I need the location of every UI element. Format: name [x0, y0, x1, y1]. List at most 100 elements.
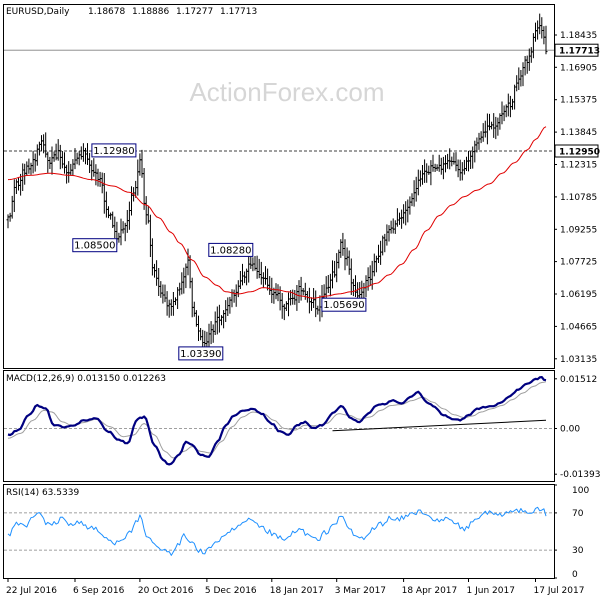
ohlc-bar [485, 113, 489, 145]
price-tick-label: 1.09255 [560, 225, 597, 235]
price-pane-frame [3, 4, 555, 369]
ohlc-bar [427, 165, 431, 175]
ohlc-bar [157, 268, 161, 296]
ohlc-bar [416, 169, 420, 196]
ohlc-bar [228, 296, 232, 314]
ohlc-bar [490, 121, 494, 130]
price-pane: ActionForex.com 1.12980 1.08500 1.03390 1.0… [3, 4, 600, 369]
price-tick-label: 1.17713 [559, 47, 600, 57]
rsi-tick-label: 0 [572, 570, 578, 580]
ohlc-bar [29, 162, 33, 175]
ohlc-bar [155, 260, 159, 286]
ohlc-bar [513, 84, 517, 110]
date-tick-label: 6 Sep 2016 [73, 586, 125, 596]
price-tick-label: 1.13845 [560, 128, 597, 138]
ohlc-bar [119, 218, 123, 246]
ohlc-bar [12, 179, 16, 212]
ohlc-bar [33, 153, 37, 172]
ohlc-bar [276, 284, 280, 302]
ohlc-bar [542, 26, 546, 45]
macd-tick-label: 0.00 [560, 424, 580, 434]
ohlc-bar [79, 146, 83, 160]
ohlc-bar [314, 290, 318, 318]
ohlc-bar [199, 328, 203, 341]
ohlc-bar [343, 239, 347, 271]
price-tick-label: 1.18435 [560, 31, 597, 41]
ohlc-bar [385, 224, 389, 246]
ohlc-bar [136, 159, 140, 196]
price-annotation: 1.03390 [178, 346, 224, 361]
ohlc-bar [188, 255, 192, 289]
ohlc-bar [230, 289, 234, 308]
price-tick-label: 1.04665 [560, 322, 597, 332]
ohlc-bar [266, 268, 270, 291]
ohlc-bar [410, 193, 414, 207]
ohlc-bar [408, 196, 412, 215]
rsi-pane-title: RSI(14) 63.5339 [6, 488, 79, 498]
price-tick-label: 1.07725 [560, 258, 597, 268]
ohlc-bar [393, 220, 397, 234]
annotation-label: 1.08500 [74, 241, 115, 252]
ohlc-bar [71, 159, 75, 176]
ohlc-bar [92, 158, 96, 177]
ohlc-bar [213, 311, 217, 335]
ohlc-bar [387, 225, 391, 242]
ohlc-bar [268, 276, 272, 295]
macd-tick-label: -0.01393 [560, 470, 600, 480]
ohlc-bar [511, 98, 514, 110]
ohlc-bar [506, 93, 510, 117]
ohlc-bar [238, 271, 242, 289]
ohlc-bar [169, 299, 173, 316]
price-tick-label: 1.16905 [560, 63, 597, 73]
ohlc-bar [477, 132, 481, 150]
ohlc-bar [456, 159, 460, 178]
header-value: 1.18886 [132, 7, 169, 17]
ohlc-bar [270, 277, 274, 304]
macd-tick-label: 0.01512 [560, 375, 597, 385]
ohlc-bar [341, 232, 345, 256]
date-tick-label: 5 Dec 2016 [205, 586, 257, 596]
ohlc-bar [217, 304, 221, 333]
header-value: 1.17277 [176, 7, 213, 17]
ohlc-bar [165, 291, 169, 316]
macd-pane-title: MACD(12,26,9) 0.013150 0.012263 [6, 374, 166, 384]
ohlc-bar [205, 331, 209, 348]
ohlc-bar [483, 120, 487, 138]
ohlc-bar [192, 301, 196, 317]
macd-pane-frame [3, 370, 555, 482]
ohlc-bar [113, 216, 117, 239]
ohlc-bar [398, 212, 401, 225]
ohlc-bar [77, 151, 81, 166]
ohlc-bar [264, 266, 267, 285]
price-tick-label: 1.03135 [560, 355, 597, 365]
annotation-label: 1.08280 [210, 245, 251, 256]
ohlc-bar [161, 284, 165, 304]
ohlc-bar [544, 25, 548, 55]
ohlc-bar [180, 272, 184, 295]
ohlc-bar [364, 275, 368, 298]
ohlc-bar [441, 156, 445, 180]
ohlc-bar [462, 159, 466, 175]
ohlc-bar [130, 186, 133, 216]
ohlc-bar [81, 143, 85, 162]
ohlc-bar [107, 206, 110, 219]
ohlc-bar [471, 146, 475, 169]
ohlc-bar [521, 62, 525, 87]
ohlc-bar [174, 297, 177, 306]
ohlc-bar [17, 177, 20, 191]
ohlc-bar [372, 253, 376, 277]
ohlc-bar [224, 300, 228, 322]
annotation-label: 1.05690 [323, 300, 364, 311]
ohlc-bar [377, 244, 380, 263]
level-price-box: 1.12950 [554, 144, 600, 158]
ohlc-bar [247, 254, 251, 283]
ohlc-bar [502, 105, 506, 122]
ohlc-bar [469, 151, 473, 169]
ohlc-bar [354, 275, 357, 297]
ohlc-bar [295, 285, 299, 311]
ohlc-bar [150, 238, 154, 276]
price-annotation: 1.12980 [91, 143, 137, 158]
current-price-box: 1.17713 [554, 43, 600, 57]
